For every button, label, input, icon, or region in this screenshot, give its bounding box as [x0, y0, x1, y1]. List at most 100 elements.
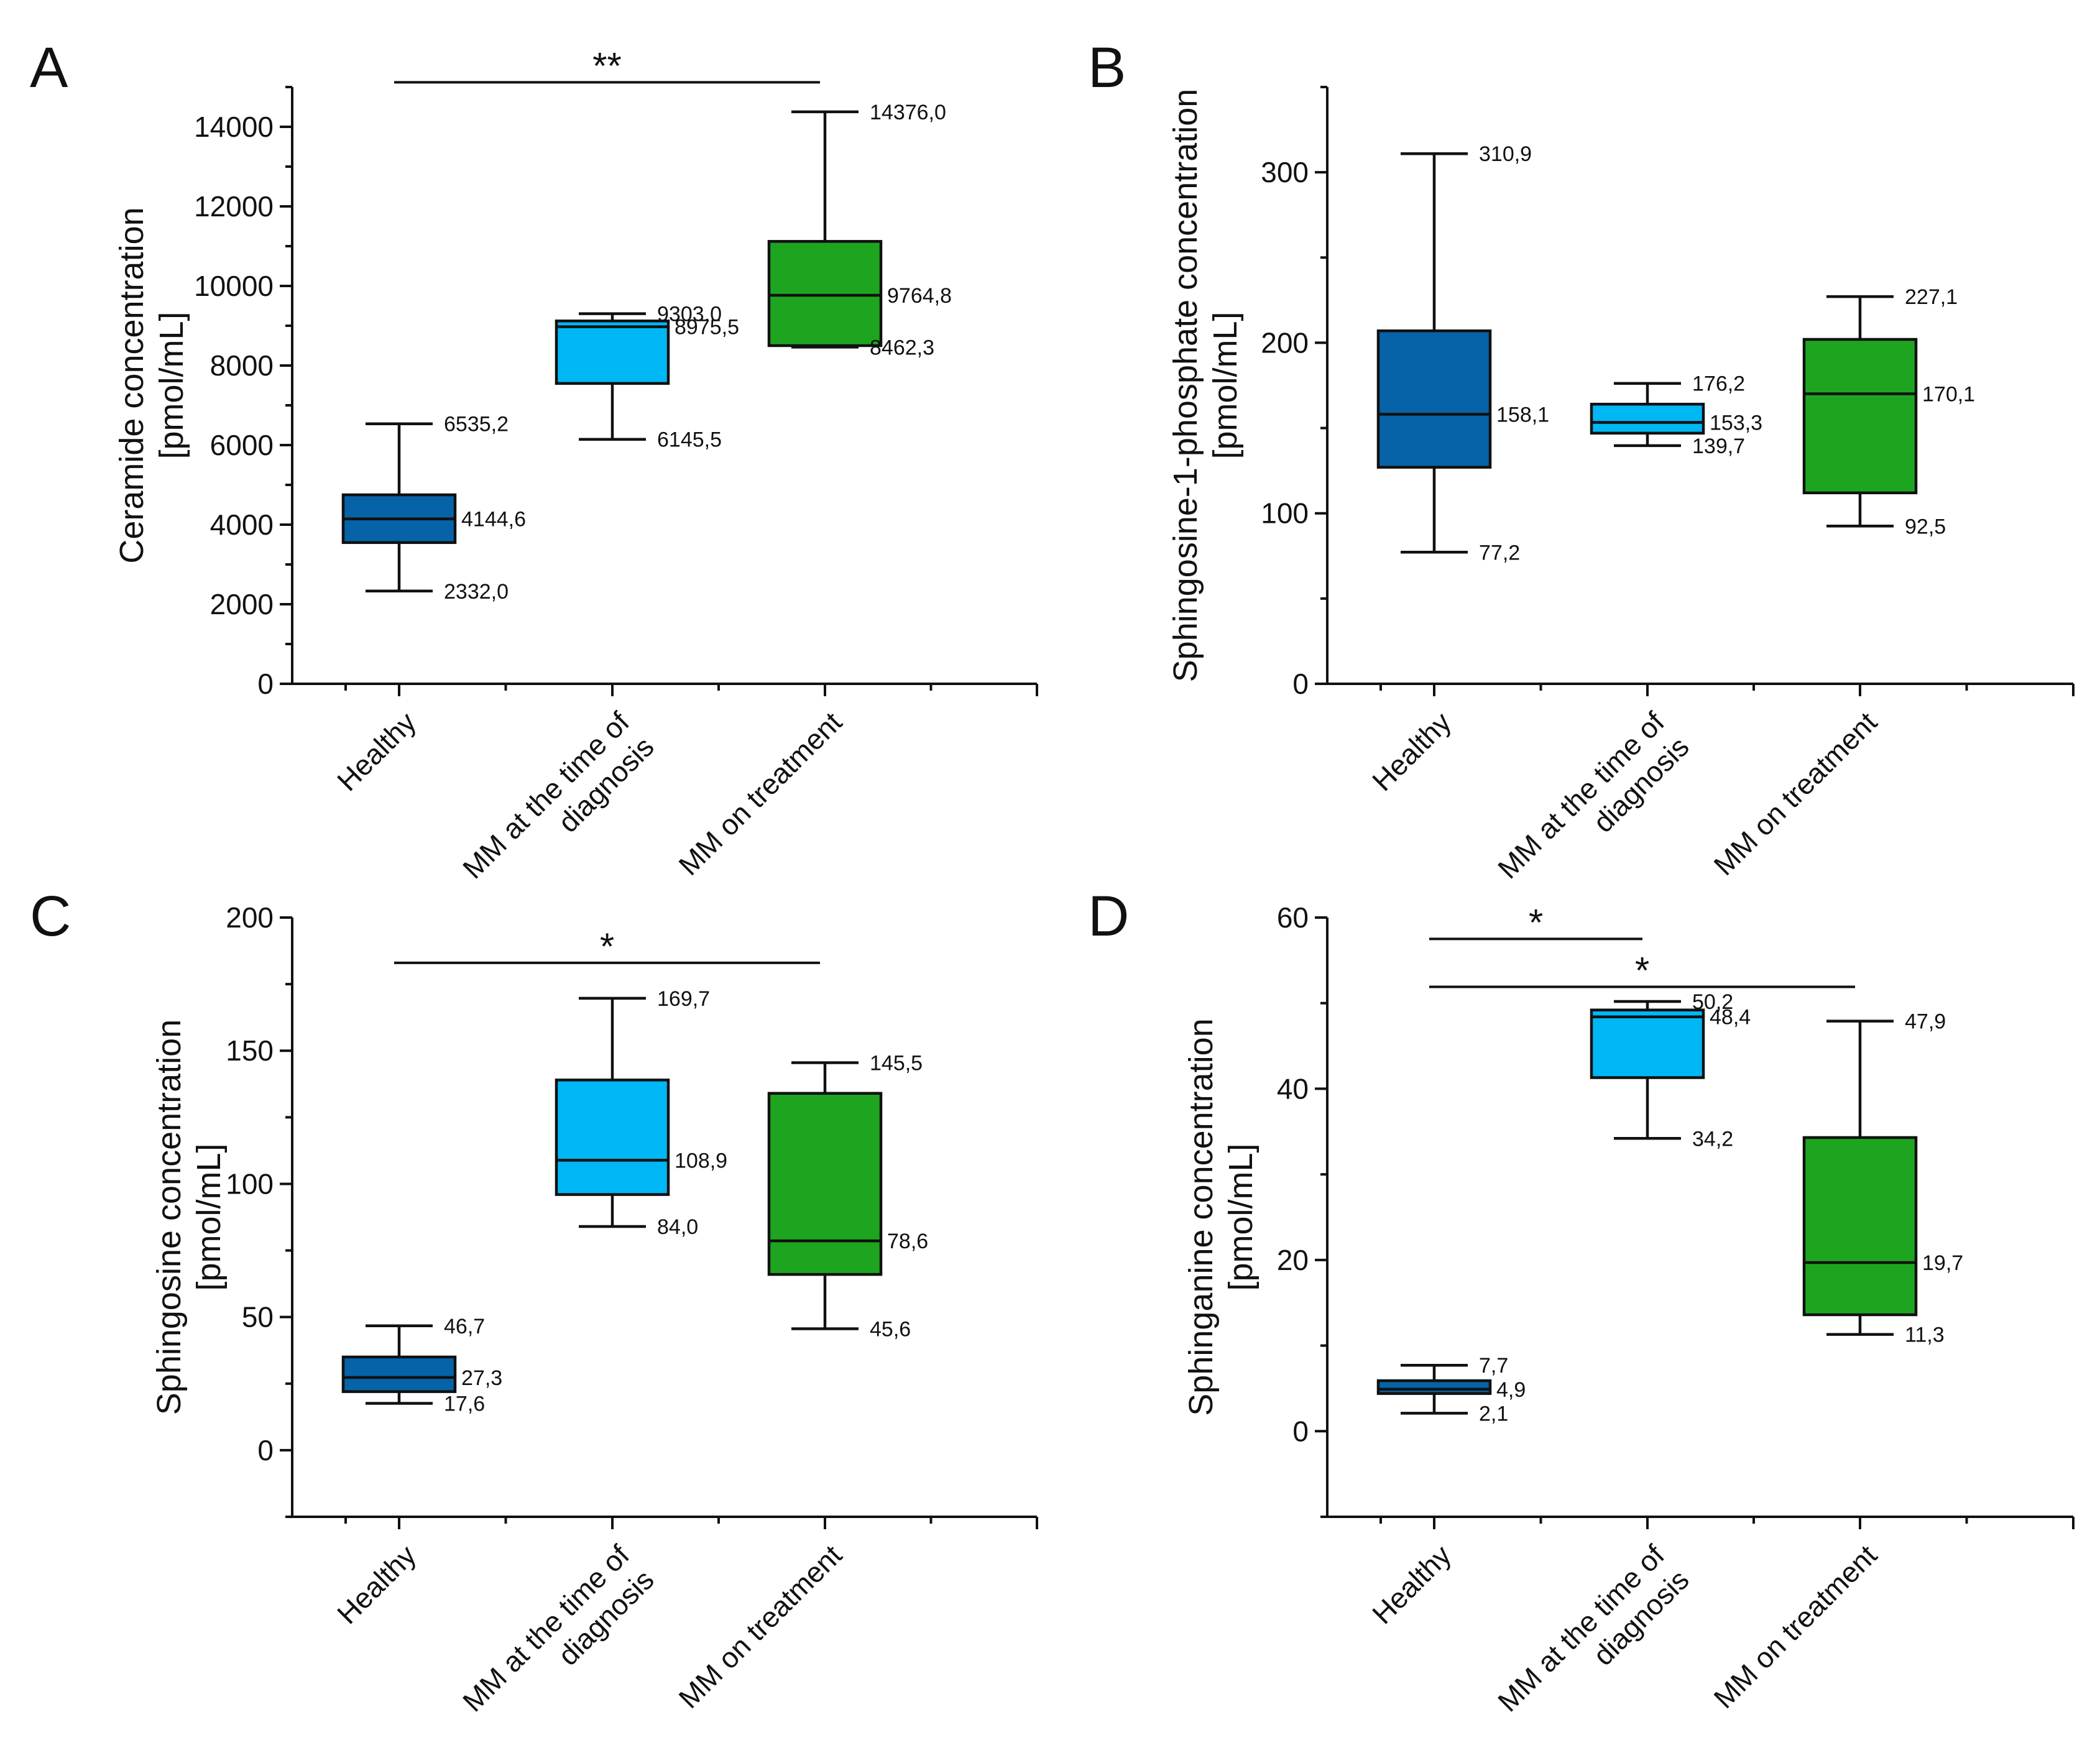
y-tick-label: 2000: [210, 588, 274, 620]
max-value-label: 47,9: [1905, 1010, 1946, 1034]
max-value-label: 6535,2: [444, 413, 509, 436]
box-body: [555, 1079, 670, 1196]
box-3: 14376,0 9764,8 8462,3: [767, 101, 952, 359]
x-category-label-line: Healthy: [1366, 1539, 1457, 1630]
x-category-label: MM at the time ofdiagnosis: [456, 706, 660, 909]
y-tick-label: 60: [1277, 901, 1309, 934]
max-value-label: 227,1: [1905, 285, 1958, 309]
max-value-label: 50,2: [1692, 990, 1733, 1014]
x-category-label: Healthy: [331, 1539, 422, 1630]
x-category-label: MM on treatment: [1707, 1539, 1883, 1714]
box-2: 169,7 108,9 84,0: [555, 987, 727, 1239]
y-axis-title-line: Sphingosine concentration: [150, 1019, 188, 1415]
y-tick-label: 4000: [210, 509, 274, 541]
x-category-label: Healthy: [1366, 1539, 1457, 1630]
significance-stars: *: [600, 926, 614, 967]
y-tick-label: 300: [1261, 156, 1309, 188]
y-tick-label: 0: [1292, 668, 1309, 700]
min-value-label: 92,5: [1905, 515, 1946, 538]
max-value-label: 176,2: [1692, 372, 1745, 396]
y-tick-label: 50: [242, 1301, 274, 1333]
box-body: [767, 1092, 883, 1276]
y-axis-title: Sphingosine concentration[pmol/mL]: [150, 1019, 228, 1415]
box-body: [1590, 1008, 1705, 1079]
y-tick-label: 200: [1261, 326, 1309, 359]
min-value-label: 8462,3: [870, 336, 934, 359]
median-value-label: 27,3: [461, 1366, 502, 1390]
x-category-label-line: Healthy: [331, 1539, 422, 1630]
y-axis-title: Sphinganine concentration[pmol/mL]: [1182, 1018, 1260, 1415]
y-axis-title-line: [pmol/mL]: [1222, 1143, 1260, 1291]
median-value-label: 48,4: [1710, 1006, 1751, 1029]
min-value-label: 34,2: [1692, 1127, 1733, 1151]
box-1: 7,74,92,1: [1376, 1354, 1526, 1425]
min-value-label: 6145,5: [657, 428, 722, 452]
median-value-label: 108,9: [675, 1149, 727, 1172]
y-tick-label: 0: [1292, 1415, 1309, 1447]
panel-d: D 0 20 40 60 Sphinganine concentration[pmol/m…: [1088, 885, 2075, 1742]
min-value-label: 17,6: [444, 1392, 485, 1415]
median-value-label: 8975,5: [675, 316, 739, 339]
x-category-label: MM on treatment: [1707, 706, 1883, 881]
y-tick-label: 150: [226, 1034, 274, 1067]
median-value-label: 9764,8: [887, 284, 952, 308]
panel-letter: B: [1088, 36, 1126, 99]
y-axis-title-line: Sphingosine-1-phosphate concentration: [1167, 89, 1204, 683]
box-body: [1802, 338, 1918, 495]
box-body: [1376, 329, 1492, 469]
y-axis-title-line: Ceramide concentration: [113, 207, 150, 563]
x-category-label-line: Healthy: [331, 706, 422, 797]
x-category-label: MM on treatment: [672, 706, 848, 881]
x-category-label-line: MM on treatment: [672, 706, 848, 881]
significance-stars: *: [1529, 901, 1543, 943]
y-tick-label: 12000: [194, 190, 274, 223]
y-tick-label: 100: [1261, 497, 1309, 530]
median-value-label: 4144,6: [461, 508, 526, 532]
panel-a: A 0 2000 4000 6000 8000 10000 12000 14000 Ceramid…: [30, 36, 1038, 909]
y-tick-label: 0: [257, 668, 274, 700]
significance-stars: **: [592, 45, 622, 86]
x-category-label: MM at the time ofdiagnosis: [1491, 1539, 1695, 1742]
y-tick-label: 200: [226, 901, 274, 934]
min-value-label: 2332,0: [444, 580, 509, 604]
x-category-label-line: MM on treatment: [672, 1539, 848, 1714]
x-category-label-line: MM on treatment: [1707, 706, 1883, 881]
box-1: 6535,2 4144,6 2332,0: [341, 413, 526, 604]
box-3: 227,1 170,1 92,5: [1802, 285, 1975, 538]
x-category-label-line: MM on treatment: [1707, 1539, 1883, 1714]
box-body: [341, 1355, 457, 1393]
box-body: [1590, 402, 1705, 435]
y-axis-title-line: [pmol/mL]: [153, 311, 190, 459]
median-value-label: 158,1: [1496, 403, 1549, 426]
y-axis-title-line: Sphinganine concentration: [1182, 1018, 1220, 1415]
box-body: [767, 240, 883, 347]
panel-b: B 0 100 200 300 Sphingosine-1-phosphate conce…: [1088, 36, 2075, 909]
max-value-label: 7,7: [1479, 1354, 1508, 1378]
y-tick-label: 40: [1277, 1072, 1309, 1105]
min-value-label: 45,6: [870, 1318, 911, 1342]
median-value-label: 19,7: [1922, 1251, 1963, 1275]
y-tick-label: 20: [1277, 1244, 1309, 1276]
min-value-label: 77,2: [1479, 541, 1520, 564]
y-axis-title-line: [pmol/mL]: [1207, 311, 1244, 459]
box-body: [1376, 1379, 1492, 1395]
min-value-label: 11,3: [1905, 1323, 1945, 1347]
box-3: 47,9 19,7 11,3: [1802, 1010, 1963, 1347]
median-value-label: 170,1: [1922, 382, 1975, 406]
min-value-label: 2,1: [1479, 1402, 1508, 1425]
y-axis-title-line: [pmol/mL]: [190, 1143, 228, 1291]
y-axis-title: Ceramide concentration[pmol/mL]: [113, 207, 190, 563]
x-category-label: MM at the time ofdiagnosis: [456, 1539, 660, 1742]
median-value-label: 78,6: [887, 1230, 928, 1253]
x-category-label: MM at the time ofdiagnosis: [1491, 706, 1695, 909]
y-tick-label: 10000: [194, 270, 274, 302]
panel-c: C 0 50 100 150 200 Sphingosine concentration[p…: [30, 885, 1038, 1742]
y-tick-label: 0: [257, 1434, 274, 1466]
x-category-label-line: Healthy: [1366, 706, 1457, 797]
panel-letter: C: [30, 885, 71, 948]
y-tick-label: 14000: [194, 111, 274, 143]
panel-letter: A: [30, 36, 68, 99]
max-value-label: 9303,0: [657, 303, 722, 326]
